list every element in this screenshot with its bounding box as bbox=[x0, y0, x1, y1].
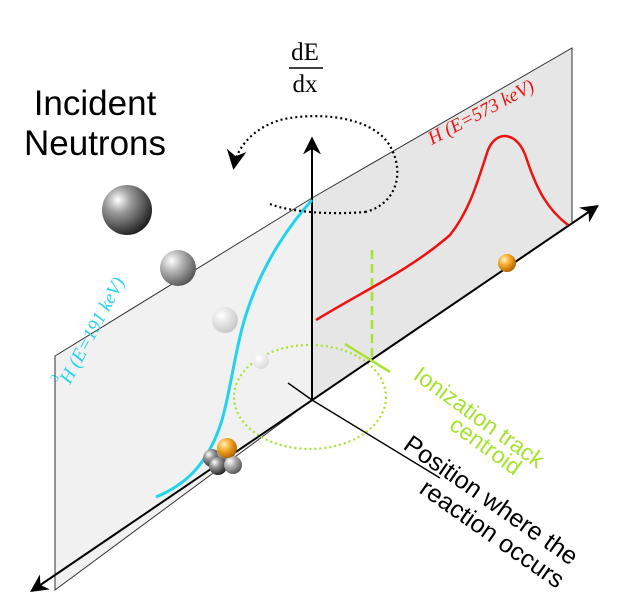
position-axis bbox=[30, 204, 599, 593]
rotation-arrow-icon bbox=[226, 115, 399, 214]
neutron-icon bbox=[253, 353, 269, 369]
reaction-point-icon bbox=[498, 254, 516, 272]
neutron-icon bbox=[212, 307, 238, 333]
incident-label-line1: Incident bbox=[34, 84, 157, 123]
tritium-energy-curve bbox=[155, 198, 314, 499]
rotation-arrow-tail bbox=[269, 202, 366, 215]
centroid-marker-tick bbox=[344, 342, 391, 374]
incident-label-line2: Neutrons bbox=[24, 124, 166, 163]
neutron-icon bbox=[160, 250, 196, 286]
nucleus-icon bbox=[203, 438, 242, 475]
proton-energy-curve bbox=[315, 134, 569, 322]
tritium-mass-number: 3 bbox=[47, 372, 62, 384]
dedx-numerator: dE bbox=[291, 39, 319, 66]
neutron-icon bbox=[102, 185, 152, 235]
dedx-denominator: dx bbox=[293, 71, 319, 98]
